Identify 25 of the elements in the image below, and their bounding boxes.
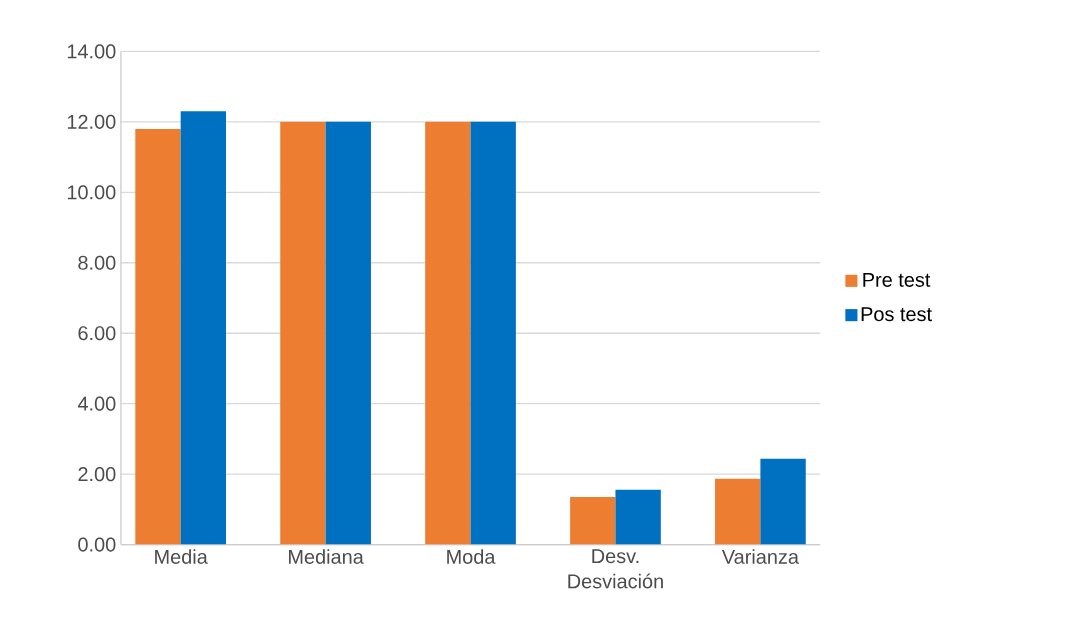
legend-label: Pre test	[863, 273, 931, 287]
bar	[760, 458, 806, 545]
y-tick-label: 2.00	[78, 467, 116, 482]
bar	[425, 121, 471, 545]
y-tick-label: 12.00	[67, 114, 116, 129]
bar	[715, 478, 761, 545]
y-tick-label: 8.00	[78, 255, 116, 270]
bar	[280, 121, 326, 545]
bar	[325, 121, 371, 545]
y-tick-label: 14.00	[67, 44, 116, 59]
x-tick-label: Media	[155, 549, 208, 564]
bar	[470, 121, 516, 545]
bar	[180, 111, 227, 545]
bar	[135, 128, 181, 545]
bar	[615, 489, 661, 545]
x-tick-label: Desv. Desviación	[568, 549, 663, 589]
bar	[570, 497, 616, 545]
y-tick-label: 10.00	[67, 185, 116, 200]
x-tick-label: Moda	[447, 549, 496, 564]
y-tick-label: 6.00	[78, 326, 116, 341]
legend-label: Pos test	[861, 307, 932, 322]
x-tick-label: Varianza	[721, 549, 799, 564]
y-tick-label: 4.00	[77, 396, 116, 411]
y-tick-label: 0.00	[78, 537, 116, 552]
x-tick-label: Mediana	[289, 549, 364, 564]
